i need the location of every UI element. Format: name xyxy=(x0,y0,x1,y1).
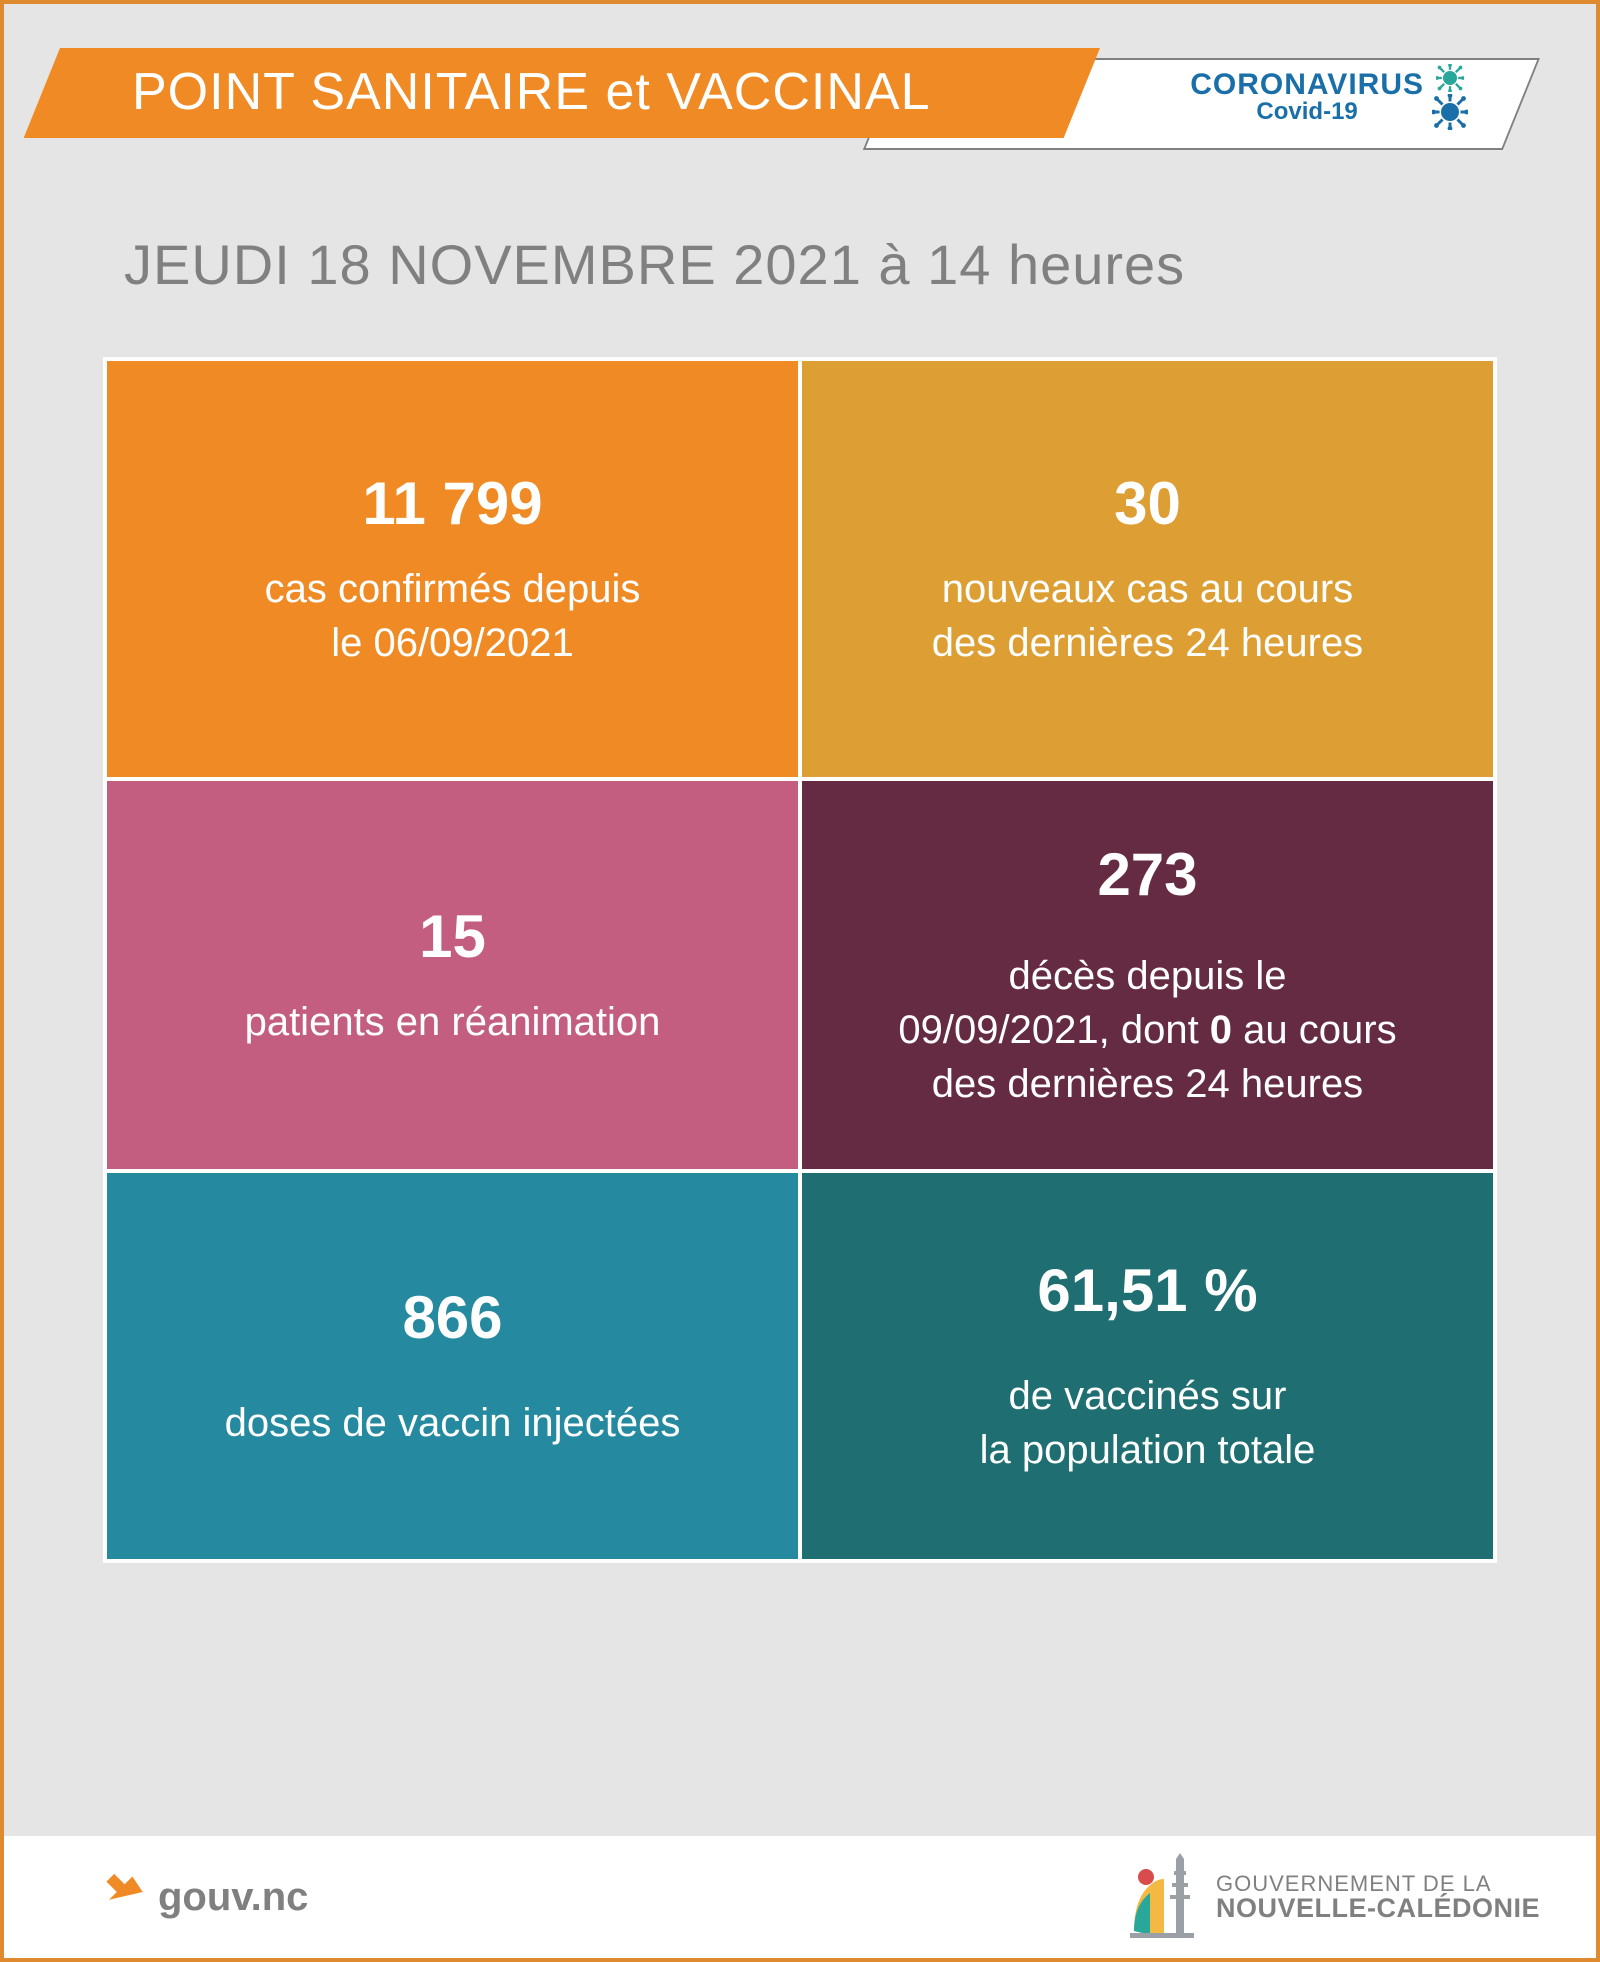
stat-value: 30 xyxy=(1114,469,1181,538)
stat-icu: 15 patients en réanimation xyxy=(105,779,800,1171)
stat-value: 11 799 xyxy=(362,469,542,538)
stat-grid: 11 799 cas confirmés depuisle 06/09/2021 3… xyxy=(103,357,1497,1563)
infographic-frame: POINT SANITAIRE et VACCINAL CORONAVIRUS … xyxy=(0,0,1600,1962)
stat-description: doses de vaccin injectées xyxy=(225,1396,681,1450)
header-banner: POINT SANITAIRE et VACCINAL CORONAVIRUS … xyxy=(4,48,1540,160)
stat-deaths: 273 décès depuis le09/09/2021, dont 0 au … xyxy=(800,779,1495,1171)
gov-logo-line1: GOUVERNEMENT DE LA xyxy=(1216,1873,1540,1895)
corona-logo-line2: Covid-19 xyxy=(1256,100,1357,124)
virus-icon xyxy=(1436,64,1464,92)
gouv-site: gouv.nc xyxy=(100,1870,308,1925)
report-date: JEUDI 18 NOVEMBRE 2021 à 14 heures xyxy=(124,232,1596,297)
arrow-icon xyxy=(100,1870,144,1925)
virus-icon xyxy=(1432,94,1468,130)
stat-confirmed: 11 799 cas confirmés depuisle 06/09/2021 xyxy=(105,359,800,779)
stat-value: 15 xyxy=(419,902,486,971)
footer: gouv.nc GOUVERNEMENT DE LA NOUVELLE- xyxy=(4,1836,1596,1958)
stat-value: 273 xyxy=(1097,840,1197,909)
stat-description: cas confirmés depuisle 06/09/2021 xyxy=(265,562,641,670)
stat-new-cases: 30 nouveaux cas au coursdes dernières 24 … xyxy=(800,359,1495,779)
stat-value: 61,51 % xyxy=(1037,1256,1257,1325)
stat-description: de vaccinés surla population totale xyxy=(980,1369,1316,1477)
stat-doses: 866 doses de vaccin injectées xyxy=(105,1171,800,1561)
stat-description: patients en réanimation xyxy=(245,995,661,1049)
banner-title: POINT SANITAIRE et VACCINAL xyxy=(132,62,931,122)
coronavirus-logo: CORONAVIRUS Covid-19 xyxy=(1190,64,1468,130)
gov-logo-line2: NOUVELLE-CALÉDONIE xyxy=(1216,1895,1540,1922)
government-emblem-icon xyxy=(1128,1853,1200,1941)
stat-value: 866 xyxy=(402,1283,502,1352)
stat-vacc-pct: 61,51 % de vaccinés surla population tota… xyxy=(800,1171,1495,1561)
main-area: POINT SANITAIRE et VACCINAL CORONAVIRUS … xyxy=(4,4,1596,1836)
virus-icon-group xyxy=(1432,64,1468,130)
corona-logo-line1: CORONAVIRUS xyxy=(1190,70,1424,100)
stat-description: nouveaux cas au coursdes dernières 24 he… xyxy=(932,562,1363,670)
stat-description: décès depuis le09/09/2021, dont 0 au cou… xyxy=(898,949,1396,1111)
government-logo: GOUVERNEMENT DE LA NOUVELLE-CALÉDONIE xyxy=(1128,1853,1540,1941)
gouv-site-label: gouv.nc xyxy=(158,1875,308,1920)
